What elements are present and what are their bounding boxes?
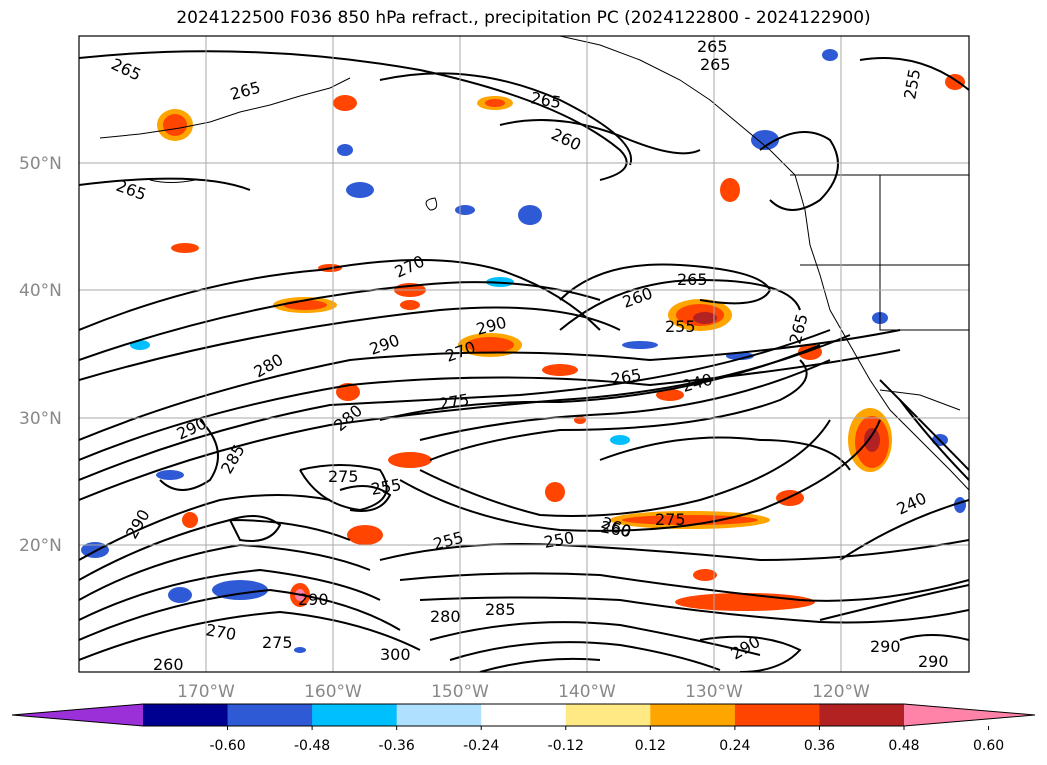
contour-label: 290 xyxy=(918,652,949,671)
precip-shading xyxy=(81,49,966,653)
lon-label-170w: 170°W xyxy=(177,682,235,702)
colorbar-extend-low xyxy=(12,704,143,726)
contour-label: 285 xyxy=(485,600,516,619)
contour-label: 290 xyxy=(870,637,901,656)
contour-label: 275 xyxy=(655,510,686,529)
contour-label: 255 xyxy=(665,317,696,336)
colorbar-tick-label: -0.60 xyxy=(209,738,245,754)
colorbar-outline xyxy=(11,703,1036,727)
lon-label-140w: 140°W xyxy=(558,682,616,702)
lat-label-50n: 50°N xyxy=(19,154,62,174)
lon-label-130w: 130°W xyxy=(685,682,743,702)
refractivity-contours xyxy=(79,50,969,672)
colorbar-tick-label: 0.60 xyxy=(973,738,1004,754)
contour-label: 290 xyxy=(298,590,329,609)
colorbar-tick-label: 0.24 xyxy=(719,738,750,754)
colorbar-segment xyxy=(227,704,313,726)
colorbar-extend-high xyxy=(904,704,1035,726)
colorbar-segment xyxy=(819,704,905,726)
lon-label-120w: 120°W xyxy=(812,682,870,702)
colorbar-tick-label: 0.48 xyxy=(888,738,919,754)
contour-label: 280 xyxy=(430,607,461,626)
contour-label: 275 xyxy=(262,633,293,652)
colorbar-tick-label: 0.36 xyxy=(804,738,835,754)
colorbar-segment xyxy=(650,704,736,726)
colorbar-segment xyxy=(734,704,820,726)
colorbar-tick-label: -0.24 xyxy=(463,738,499,754)
colorbar-segment xyxy=(565,704,651,726)
contour-label: 265 xyxy=(697,37,728,56)
colorbar-segment xyxy=(312,704,398,726)
lat-label-20n: 20°N xyxy=(19,536,62,556)
latitude-labels: 50°N 40°N 30°N 20°N xyxy=(19,154,62,556)
contour-label: 260 xyxy=(153,655,184,674)
colorbar: -0.60 -0.48 -0.36 -0.24 -0.12 0.12 0.24 0.36 0.4… xyxy=(11,703,1036,754)
lat-label-30n: 30°N xyxy=(19,409,62,429)
colorbar-segment xyxy=(481,704,567,726)
contour-label: 265 xyxy=(700,55,731,74)
colorbar-tick-label: 0.12 xyxy=(635,738,666,754)
contour-label: 275 xyxy=(328,467,359,486)
map-title: 2024122500 F036 850 hPa refract., precip… xyxy=(176,8,871,28)
map-border xyxy=(78,35,970,673)
lon-label-150w: 150°W xyxy=(431,682,489,702)
colorbar-tick-label: -0.12 xyxy=(548,738,584,754)
graticule xyxy=(79,36,969,672)
contour-label: 265 xyxy=(677,270,708,289)
lat-label-40n: 40°N xyxy=(19,281,62,301)
colorbar-tick-label: -0.48 xyxy=(294,738,330,754)
coastlines xyxy=(99,36,969,491)
contour-label: 300 xyxy=(380,645,411,664)
longitude-labels: 170°W 160°W 150°W 140°W 130°W 120°W xyxy=(177,682,870,702)
lon-label-160w: 160°W xyxy=(304,682,362,702)
colorbar-segment xyxy=(143,704,229,726)
colorbar-segment xyxy=(396,704,482,726)
colorbar-tick-label: -0.36 xyxy=(379,738,415,754)
